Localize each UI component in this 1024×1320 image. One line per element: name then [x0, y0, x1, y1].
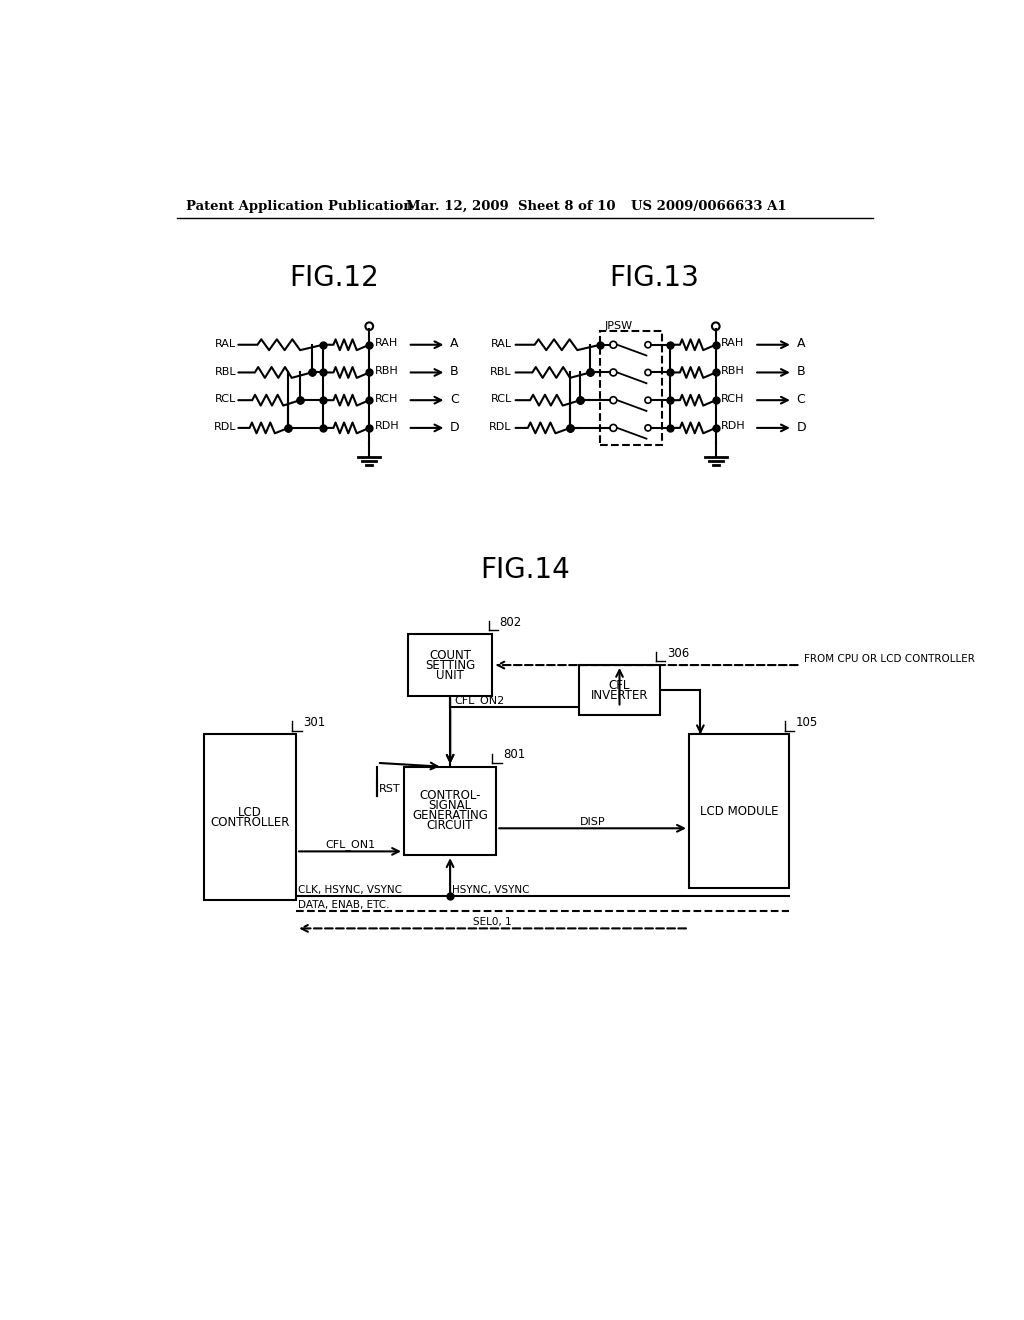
Text: A: A	[797, 338, 805, 351]
Text: RDH: RDH	[375, 421, 399, 432]
Text: LCD: LCD	[238, 805, 262, 818]
Text: RDL: RDL	[489, 422, 512, 432]
Text: DISP: DISP	[580, 817, 605, 826]
Text: GENERATING: GENERATING	[413, 809, 488, 822]
Text: SIGNAL: SIGNAL	[429, 800, 472, 813]
Text: HSYNC, VSYNC: HSYNC, VSYNC	[453, 884, 530, 895]
Text: FIG.14: FIG.14	[480, 556, 569, 585]
Text: UNIT: UNIT	[436, 668, 464, 681]
Text: 301: 301	[303, 715, 326, 729]
Text: RST: RST	[379, 784, 400, 795]
Text: RDL: RDL	[214, 422, 237, 432]
Text: INVERTER: INVERTER	[591, 689, 648, 702]
Bar	[204, 734, 296, 900]
Bar	[408, 635, 493, 696]
Text: Patent Application Publication: Patent Application Publication	[186, 199, 413, 213]
Text: 105: 105	[796, 715, 818, 729]
Text: C: C	[797, 393, 805, 407]
Text: 801: 801	[503, 748, 525, 762]
Text: D: D	[797, 421, 806, 434]
Text: FIG.12: FIG.12	[290, 264, 380, 292]
Text: CFL_ON1: CFL_ON1	[325, 840, 375, 850]
Text: LCD MODULE: LCD MODULE	[699, 805, 778, 818]
Text: 306: 306	[667, 647, 689, 660]
Text: Mar. 12, 2009  Sheet 8 of 10: Mar. 12, 2009 Sheet 8 of 10	[407, 199, 615, 213]
Text: RAH: RAH	[375, 338, 398, 348]
Text: RAL: RAL	[490, 339, 512, 348]
Text: CLK, HSYNC, VSYNC: CLK, HSYNC, VSYNC	[298, 884, 402, 895]
Bar	[580, 665, 659, 715]
Text: RCL: RCL	[490, 395, 512, 404]
Text: RAH: RAH	[721, 338, 744, 348]
Text: D: D	[451, 421, 460, 434]
Text: CFL: CFL	[609, 678, 630, 692]
Text: CFL_ON2: CFL_ON2	[454, 694, 504, 706]
Text: CONTROL-: CONTROL-	[420, 789, 481, 803]
Text: US 2009/0066633 A1: US 2009/0066633 A1	[631, 199, 786, 213]
Text: 802: 802	[500, 616, 521, 628]
Text: CONTROLLER: CONTROLLER	[210, 816, 290, 829]
Text: RDH: RDH	[721, 421, 745, 432]
Text: B: B	[451, 366, 459, 379]
Text: RBL: RBL	[490, 367, 512, 376]
Text: C: C	[451, 393, 459, 407]
Text: RBH: RBH	[375, 366, 398, 376]
Text: RBL: RBL	[214, 367, 237, 376]
Bar	[403, 767, 497, 855]
Text: RCL: RCL	[215, 395, 237, 404]
Text: A: A	[451, 338, 459, 351]
Text: RBH: RBH	[721, 366, 744, 376]
Text: FIG.13: FIG.13	[609, 264, 699, 292]
Text: RCH: RCH	[375, 393, 398, 404]
Text: RAL: RAL	[215, 339, 237, 348]
Text: CIRCUIT: CIRCUIT	[427, 820, 473, 833]
Bar	[689, 734, 788, 888]
Bar	[600, 331, 662, 445]
Text: B: B	[797, 366, 805, 379]
Text: SETTING: SETTING	[425, 659, 475, 672]
Text: SEL0, 1: SEL0, 1	[473, 917, 512, 927]
Text: DATA, ENAB, ETC.: DATA, ENAB, ETC.	[298, 900, 390, 909]
Text: JPSW: JPSW	[604, 321, 632, 331]
Text: FROM CPU OR LCD CONTROLLER: FROM CPU OR LCD CONTROLLER	[804, 653, 975, 664]
Text: COUNT: COUNT	[429, 648, 471, 661]
Text: RCH: RCH	[721, 393, 744, 404]
